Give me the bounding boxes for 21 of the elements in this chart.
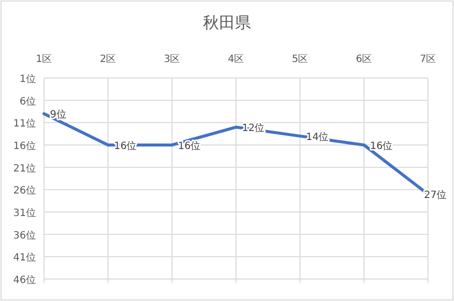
x-tick-label: 4区 bbox=[228, 54, 244, 65]
x-tick-label: 2区 bbox=[100, 54, 116, 65]
data-label: 16位 bbox=[370, 140, 393, 152]
y-tick-label: 26位 bbox=[13, 184, 36, 197]
y-tick-label: 1位 bbox=[20, 73, 36, 85]
x-tick-label: 6区 bbox=[356, 54, 372, 65]
data-label: 27位 bbox=[424, 189, 447, 202]
y-tick-label: 6位 bbox=[20, 95, 36, 108]
y-tick-label: 16位 bbox=[13, 140, 36, 152]
y-tick-label: 41位 bbox=[13, 252, 36, 264]
x-tick-label: 5区 bbox=[292, 54, 308, 65]
x-tick-label: 7区 bbox=[420, 54, 436, 65]
chart-title: 秋田県 bbox=[203, 13, 251, 32]
y-tick-label: 11位 bbox=[13, 118, 36, 130]
x-tick-label: 1区 bbox=[36, 54, 52, 65]
data-label: 16位 bbox=[178, 140, 201, 152]
y-tick-label: 46位 bbox=[13, 274, 36, 286]
y-tick-label: 21位 bbox=[13, 162, 36, 174]
y-tick-label: 31位 bbox=[13, 207, 36, 219]
y-tick-label: 36位 bbox=[13, 229, 36, 242]
x-tick-label: 3区 bbox=[164, 54, 180, 65]
